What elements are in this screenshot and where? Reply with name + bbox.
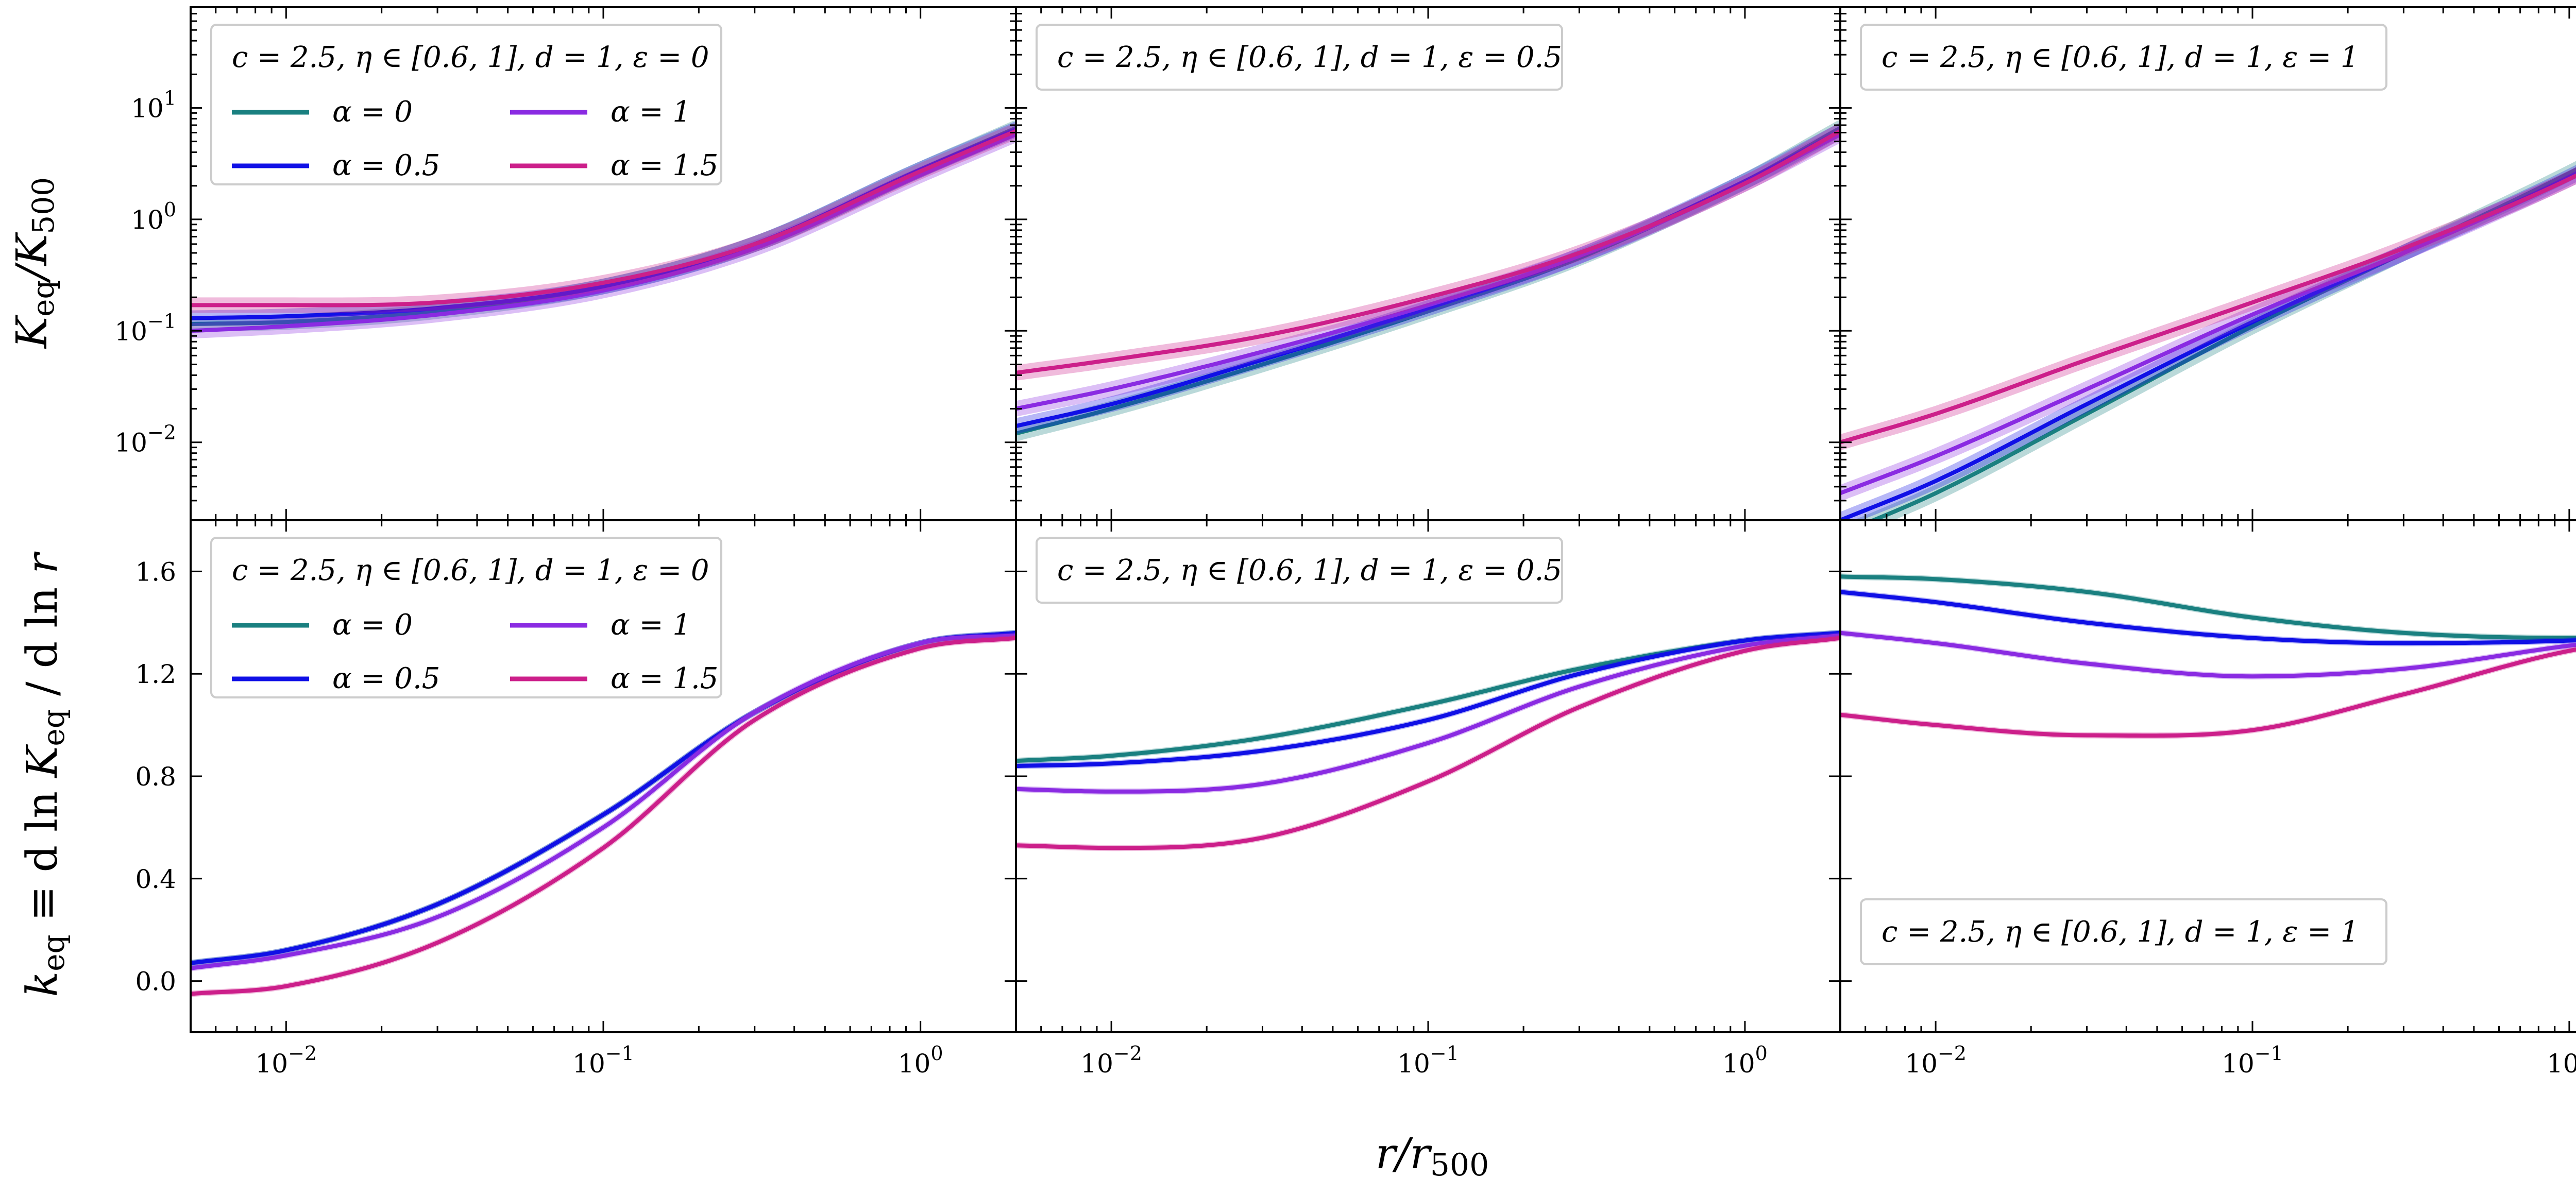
panel-top-right: c = 2.5, η ∈ [0.6, 1], d = 1, ε = 1 xyxy=(1839,6,2576,521)
legend-label: α = 1 xyxy=(611,608,691,642)
y-tick-label: 0.8 xyxy=(135,762,176,792)
series-band-3 xyxy=(1016,123,1840,381)
y-tick-label: 0.4 xyxy=(135,864,176,894)
panel-top-left: 101 100 10−1 10−2 c = 2.5, η ∈ [0.6, 1], d =… xyxy=(114,6,1017,521)
x-tick-label: 10−1 xyxy=(1397,1042,1459,1079)
plot-area xyxy=(191,120,1016,339)
series-line-3 xyxy=(1840,173,2576,445)
x-tick-label: 10−1 xyxy=(2222,1042,2283,1079)
legend-label: α = 0.5 xyxy=(332,149,440,182)
series-line-2 xyxy=(1016,132,1840,411)
y-axis-label-bottom: keq ≡ d ln Keq / d ln r xyxy=(18,551,71,997)
y-axis-label-top: Keq/K500 xyxy=(8,177,61,349)
plot-area xyxy=(1840,573,2576,739)
legend-label: α = 0.5 xyxy=(332,662,440,695)
x-tick-label: 100 xyxy=(2547,1042,2576,1079)
plot-area xyxy=(1016,629,1840,851)
y-tick-label: 10−1 xyxy=(114,310,176,346)
series-band-2 xyxy=(1840,629,2576,680)
annotation-box xyxy=(1860,898,2387,965)
series-line-3 xyxy=(1016,129,1840,375)
panels-layer: 101 100 10−1 10−2 c = 2.5, η ∈ [0.6, 1], d =… xyxy=(114,6,2576,1079)
x-tick-label: 100 xyxy=(1722,1042,1768,1079)
series-line-2 xyxy=(1016,633,1840,794)
panel-annotation: c = 2.5, η ∈ [0.6, 1], d = 1, ε = 0 xyxy=(232,41,709,74)
x-tick-label: 10−1 xyxy=(572,1042,634,1079)
panel-annotation: c = 2.5, η ∈ [0.6, 1], d = 1, ε = 0 xyxy=(232,554,709,587)
series-line-3 xyxy=(1016,636,1840,850)
x-axis-label: r/r500 xyxy=(1376,1130,1489,1178)
legend-box xyxy=(210,24,722,185)
series-line-3 xyxy=(191,636,1016,996)
y-tick-label: 100 xyxy=(131,198,176,235)
series-line-1 xyxy=(1016,630,1840,769)
annotation-box xyxy=(1860,24,2387,91)
series-line-2 xyxy=(191,633,1016,970)
legend-label: α = 1.5 xyxy=(611,149,718,182)
series-band-2 xyxy=(1016,126,1840,417)
annotation-box xyxy=(1036,537,1563,604)
labels-layer: r/r500 Keq/K500 keq ≡ d ln Keq / d ln r xyxy=(8,177,1489,1178)
panel-annotation: c = 2.5, η ∈ [0.6, 1], d = 1, ε = 0.5 xyxy=(1057,41,1562,74)
y-tick-label: 1.2 xyxy=(135,659,176,689)
series-line-2 xyxy=(1840,630,2576,679)
series-line-0 xyxy=(1868,167,2576,520)
series-band-3 xyxy=(1840,646,2576,739)
series-line-0 xyxy=(1840,574,2576,640)
panel-annotation: c = 2.5, η ∈ [0.6, 1], d = 1, ε = 1 xyxy=(1882,915,2359,949)
x-tick-label: 10−2 xyxy=(1080,1042,1142,1079)
annotation-box xyxy=(1036,24,1563,91)
legend-label: α = 0 xyxy=(332,608,413,642)
series-line-1 xyxy=(1840,590,2576,645)
y-tick-label: 101 xyxy=(131,87,176,123)
series-line-2 xyxy=(191,132,1016,333)
series-line-3 xyxy=(1840,647,2576,738)
series-band-3 xyxy=(1840,167,2576,450)
series-band-0 xyxy=(1840,573,2576,641)
legend-label: α = 1 xyxy=(611,95,691,129)
legend-box xyxy=(210,537,722,698)
y-tick-label: 1.6 xyxy=(135,557,176,587)
panel-top-middle: c = 2.5, η ∈ [0.6, 1], d = 1, ε = 0.5 xyxy=(1015,6,1841,521)
plot-area xyxy=(1840,161,2576,520)
y-tick-label: 10−2 xyxy=(114,421,176,458)
x-tick-label: 100 xyxy=(898,1042,943,1079)
panel-annotation: c = 2.5, η ∈ [0.6, 1], d = 1, ε = 1 xyxy=(1882,41,2359,74)
series-line-3 xyxy=(191,129,1016,308)
panel-annotation: c = 2.5, η ∈ [0.6, 1], d = 1, ε = 0.5 xyxy=(1057,554,1562,587)
panel-bottom-left: 10−2 10−1 100 1.6 1.2 0.8 0.4 0.0 c = 2.5, η ∈ [… xyxy=(135,519,1017,1079)
legend-label: α = 1.5 xyxy=(611,662,718,695)
y-tick-label: 0.0 xyxy=(135,967,176,997)
panel-bottom-right: 10−2 10−1 100 c = 2.5, η ∈ [0.6, 1], d = 1,… xyxy=(1839,519,2576,1079)
plot-area xyxy=(191,629,1016,997)
plot-area xyxy=(1016,120,1840,441)
x-tick-label: 10−2 xyxy=(1905,1042,1967,1079)
x-tick-label: 10−2 xyxy=(256,1042,317,1079)
panel-bottom-middle: 10−2 10−1 100 c = 2.5, η ∈ [0.6, 1], d = 1,… xyxy=(1015,519,1841,1079)
legend-label: α = 0 xyxy=(332,95,413,129)
